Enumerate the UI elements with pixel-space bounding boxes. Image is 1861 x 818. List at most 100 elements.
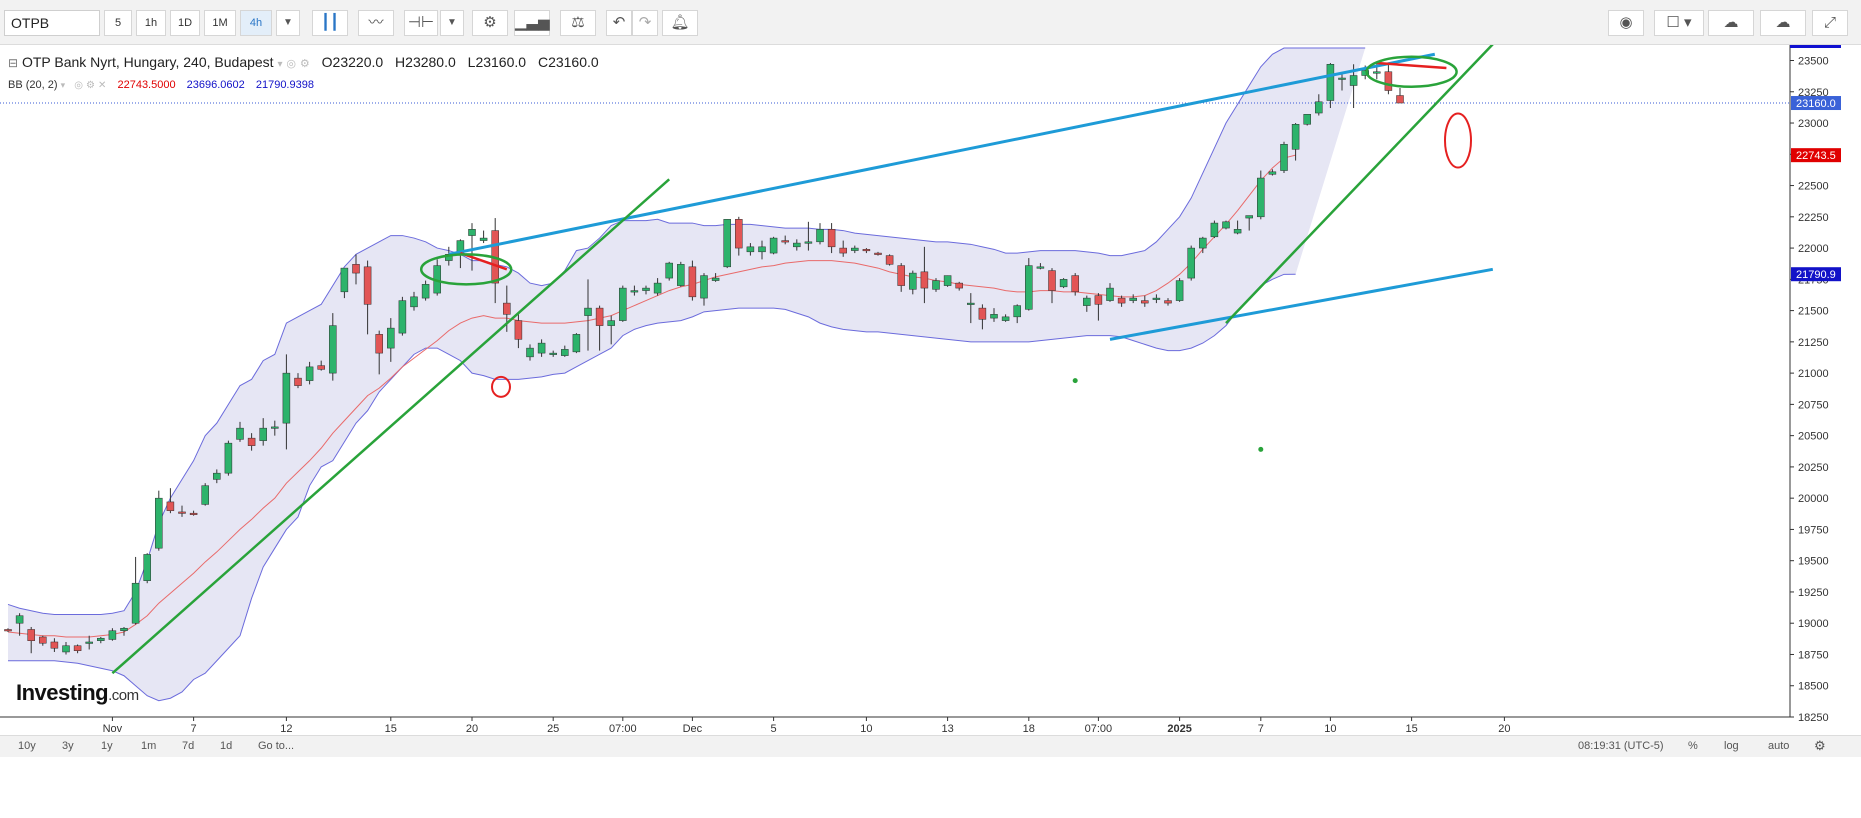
time-label: 20 (1498, 723, 1510, 735)
candle-up (746, 246, 755, 253)
candle-up (1361, 70, 1369, 76)
candle-up (1303, 114, 1311, 125)
candle-up (143, 554, 151, 581)
range-10y[interactable]: 10y (18, 740, 36, 752)
candle-up (1152, 297, 1161, 300)
candle-down (178, 511, 186, 514)
candle-up (1222, 221, 1230, 229)
candle-up (120, 627, 128, 631)
eye-icon[interactable]: ◎ (286, 58, 296, 70)
green-dot (1258, 446, 1264, 452)
candle-up (97, 637, 105, 641)
candle-down (862, 249, 871, 252)
axis-label: 20500 (1798, 431, 1829, 443)
axis-label: 22000 (1798, 243, 1829, 255)
indicators-icon[interactable]: ▁▃▅ (514, 10, 550, 36)
auto-toggle[interactable]: auto (1768, 740, 1790, 752)
close-icon[interactable]: ✕ (98, 80, 107, 91)
range-1y[interactable]: 1y (101, 740, 113, 752)
candle-down (1117, 297, 1126, 304)
bb-upper-value: 23696.0602 (186, 79, 245, 91)
bar-tools-icon[interactable]: ⊣⊢ (404, 10, 438, 36)
candle-up (1349, 75, 1358, 86)
candle-up (769, 237, 778, 254)
collapse-icon[interactable]: ⊟ (8, 56, 19, 70)
line-chart-icon[interactable]: 〰 (358, 10, 394, 36)
price-axis: 18250 18500 18750 19000 19250 19500 19750 20000… (1789, 45, 1861, 735)
bollinger-band (7, 47, 1366, 702)
range-3y[interactable]: 3y (62, 740, 74, 752)
investing-logo: Investing.com (16, 680, 139, 705)
chevron-down-icon[interactable]: ▼ (276, 10, 300, 36)
candle-up (526, 347, 534, 358)
candle-down (839, 247, 847, 254)
high-value: H23280.0 (395, 54, 456, 70)
candle-up (1001, 316, 1010, 321)
axis-label: 21500 (1798, 306, 1829, 318)
axis-label: 23500 (1798, 56, 1829, 68)
interval-5[interactable]: 5 (104, 10, 132, 36)
candle-down (363, 266, 372, 305)
axis-label: 18500 (1798, 681, 1829, 693)
candle-up (851, 247, 859, 251)
gear-icon[interactable]: ⚙ (85, 80, 95, 91)
candle-up (1326, 64, 1335, 101)
interval-1d[interactable]: 1D (170, 10, 200, 36)
cloud-icon[interactable]: ☁ (1708, 10, 1754, 36)
layout-icon[interactable]: ☐ ▾ (1654, 10, 1704, 36)
candle-up (479, 237, 488, 241)
symbol-input[interactable]: OTPB (4, 10, 100, 36)
candle-up (537, 342, 546, 354)
red-ellipse (491, 375, 511, 398)
camera-icon[interactable]: ◉ (1608, 10, 1644, 36)
range-7d[interactable]: 7d (182, 740, 195, 752)
candle-up (1059, 279, 1068, 288)
interval-1h[interactable]: 1h (136, 10, 166, 36)
range-1d[interactable]: 1d (220, 740, 233, 752)
candle-down (874, 252, 882, 255)
candle-up (653, 282, 662, 294)
chevron-down-icon[interactable]: ▾ (277, 59, 283, 70)
time-label: 15 (1405, 723, 1417, 735)
interval-1m[interactable]: 1M (204, 10, 236, 36)
chevron-down-icon[interactable]: ▾ (60, 80, 66, 90)
candle-up (677, 264, 685, 286)
settings-icon[interactable]: ⚙ (472, 10, 508, 36)
percent-toggle[interactable]: % (1688, 740, 1698, 752)
axis-label: 20250 (1798, 462, 1829, 474)
candle-up (1199, 237, 1207, 249)
candle-up (642, 287, 650, 291)
candle-up (85, 641, 93, 644)
time-label: 10 (1324, 723, 1336, 735)
price-tag-label: 23160.0 (1796, 98, 1836, 110)
candle-down (166, 501, 175, 511)
gear-icon[interactable]: ⚙ (299, 58, 310, 70)
candle-up (1338, 77, 1346, 80)
candle-up (793, 242, 801, 248)
cloud-upload-icon[interactable]: ☁ (1760, 10, 1806, 36)
time-axis: Nov 7 12 15 20 25 07:00 Dec 5 10 13 18 07:00 2025 7 10 1… (0, 716, 1790, 735)
price-tag (1791, 148, 1841, 163)
goto-button[interactable]: Go to... (258, 740, 295, 752)
axis-label: 22250 (1798, 212, 1829, 224)
chevron-down-icon[interactable]: ▼ (440, 10, 464, 36)
range-1m[interactable]: 1m (141, 740, 157, 752)
candle-down (1384, 71, 1393, 91)
alert-icon[interactable]: 🔔︎ (662, 10, 698, 36)
fullscreen-icon[interactable]: ⤢ (1812, 10, 1848, 36)
price-chart[interactable]: 18250 18500 18750 19000 19250 19500 19750 20000… (0, 45, 1861, 735)
log-toggle[interactable]: log (1724, 740, 1739, 752)
bb-label[interactable]: BB (20, 2) (8, 79, 58, 91)
eye-icon[interactable]: ◎ (74, 80, 83, 91)
candle-down (4, 629, 12, 632)
candles-icon[interactable]: ┃┃ (312, 10, 348, 36)
gear-icon[interactable]: ⚙ (1814, 738, 1826, 753)
candle-up (619, 287, 627, 321)
interval-4h[interactable]: 4h (240, 10, 272, 36)
candle-down (1071, 275, 1079, 293)
undo-icon[interactable]: ↶ (606, 10, 632, 36)
red-line (459, 251, 508, 271)
redo-icon[interactable]: ↷ (632, 10, 658, 36)
balance-icon[interactable]: ⚖ (560, 10, 596, 36)
candle-up (1025, 265, 1033, 310)
